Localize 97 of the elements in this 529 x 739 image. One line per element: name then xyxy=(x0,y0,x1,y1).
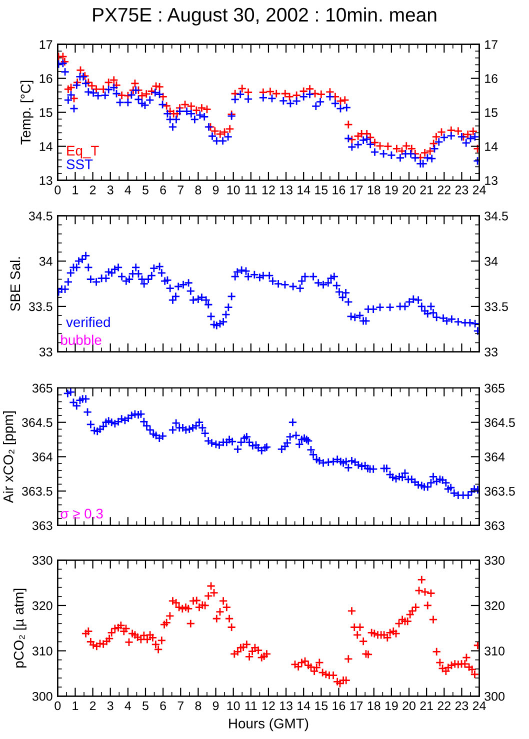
y-axis-title: SBE Sal. xyxy=(10,257,20,311)
x-tick-label: 9 xyxy=(212,701,219,710)
x-tick-label: 11 xyxy=(245,186,257,194)
x-tick-label: 21 xyxy=(420,186,433,194)
y-tick-label: 13 xyxy=(40,176,52,185)
x-tick-label: 12 xyxy=(262,186,275,194)
x-tick-label: 4 xyxy=(124,186,132,194)
y2-tick-label: 16 xyxy=(485,74,498,83)
x-tick-label: 18 xyxy=(368,701,380,710)
y-tick-label: 33.5 xyxy=(28,302,52,312)
x-tick-label: 6 xyxy=(160,701,166,710)
y2-tick-label: 34 xyxy=(484,256,498,266)
annotation: bubble xyxy=(61,334,102,345)
y-tick-label: 320 xyxy=(32,601,52,610)
x-axis-title: Hours (GMT) xyxy=(229,718,308,732)
x-tick-label: 1 xyxy=(72,701,78,710)
text: Eq_T xyxy=(67,146,99,158)
y2-tick-label: 14 xyxy=(485,142,498,151)
x-tick-label: 7 xyxy=(178,186,184,194)
x-tick-label: 21 xyxy=(420,701,433,710)
y2-tick-label: 363.5 xyxy=(484,486,515,496)
y2-tick-label: 330 xyxy=(484,556,504,565)
x-tick-label: 23 xyxy=(455,186,468,194)
y2-tick-label: 320 xyxy=(484,601,504,610)
y-axis-title: Air xCO₂ [ppm] xyxy=(3,411,16,503)
x-tick-label: 1 xyxy=(72,186,78,194)
y-axis-title: pCO₂ [µ atm] xyxy=(13,588,26,668)
y2-tick-label: 13 xyxy=(485,176,498,185)
x-tick-label: 9 xyxy=(212,186,219,194)
y-tick-label: 34.5 xyxy=(28,212,52,220)
x-tick-label: 5 xyxy=(142,186,148,194)
x-tick-label: 3 xyxy=(107,186,114,194)
y-tick-label: 14 xyxy=(40,142,52,151)
y-tick-label: 300 xyxy=(32,692,52,701)
y2-tick-label: 300 xyxy=(484,692,504,701)
x-tick-label: 16 xyxy=(332,186,346,194)
y-tick-label: 330 xyxy=(32,556,52,565)
y2-tick-label: 365 xyxy=(484,384,504,393)
x-tick-label: 5 xyxy=(142,701,148,710)
text: SST xyxy=(66,159,93,170)
y-tick-label: 364 xyxy=(32,452,52,462)
x-tick-label: 14 xyxy=(298,186,310,194)
x-tick-label: 24 xyxy=(472,701,486,710)
x-tick-label: 24 xyxy=(472,186,486,194)
x-tick-label: 8 xyxy=(195,701,202,710)
y-tick-label: 16 xyxy=(40,74,52,83)
y-tick-label: 34 xyxy=(39,256,52,266)
y-tick-label: 17 xyxy=(40,40,52,49)
y-axis-title: Temp. [°C] xyxy=(20,80,34,144)
x-tick-label: 17 xyxy=(350,701,363,710)
x-tick-label: 0 xyxy=(54,701,61,710)
y-tick-label: 363.5 xyxy=(22,486,52,496)
x-tick-label: 4 xyxy=(124,701,132,710)
y-tick-label: 310 xyxy=(32,646,52,656)
y2-tick-label: 33 xyxy=(484,348,498,356)
x-tick-label: 19 xyxy=(385,186,398,194)
y2-tick-label: 364 xyxy=(484,452,505,462)
x-tick-label: 13 xyxy=(280,186,292,194)
series-label: verified xyxy=(66,316,110,328)
x-tick-label: 3 xyxy=(107,701,114,710)
x-tick-label: 7 xyxy=(178,701,184,710)
y2-tick-label: 17 xyxy=(485,40,498,49)
x-tick-label: 10 xyxy=(227,701,240,710)
y2-tick-label: 364.5 xyxy=(484,418,515,427)
y-tick-label: 365 xyxy=(32,384,52,393)
x-tick-label: 18 xyxy=(368,186,380,194)
y2-tick-label: 363 xyxy=(484,521,504,530)
x-tick-label: 14 xyxy=(298,701,310,710)
y-tick-label: 33 xyxy=(39,348,52,356)
x-tick-label: 6 xyxy=(160,186,166,194)
y2-tick-label: 33.5 xyxy=(484,302,508,312)
x-tick-label: 13 xyxy=(280,701,292,710)
x-tick-label: 22 xyxy=(438,701,450,710)
y-tick-label: 363 xyxy=(32,521,52,530)
y-tick-label: 15 xyxy=(40,108,52,117)
x-tick-label: 2 xyxy=(90,186,96,194)
x-tick-label: 19 xyxy=(385,701,398,710)
x-tick-label: 11 xyxy=(245,701,257,710)
y2-tick-label: 34.5 xyxy=(484,212,508,220)
x-tick-label: 20 xyxy=(402,701,416,710)
x-tick-label: 20 xyxy=(402,186,416,194)
y2-tick-label: 310 xyxy=(484,646,504,656)
x-tick-label: 0 xyxy=(54,186,61,194)
x-tick-label: 10 xyxy=(227,186,240,194)
x-tick-label: 16 xyxy=(332,701,346,710)
x-tick-label: 17 xyxy=(350,186,363,194)
x-tick-label: 15 xyxy=(315,701,328,710)
x-tick-label: 22 xyxy=(438,186,450,194)
x-tick-label: 8 xyxy=(195,186,202,194)
y2-tick-label: 15 xyxy=(485,108,498,117)
x-tick-label: 23 xyxy=(455,701,468,710)
x-tick-label: 15 xyxy=(315,186,328,194)
annotation: σ ≥ 0.3 xyxy=(60,508,103,519)
chart-title: PX75E : August 30, 2002 : 10min. mean xyxy=(93,7,436,26)
x-tick-label: 2 xyxy=(90,701,96,710)
y-tick-label: 364.5 xyxy=(22,418,52,427)
x-tick-label: 12 xyxy=(262,701,275,710)
